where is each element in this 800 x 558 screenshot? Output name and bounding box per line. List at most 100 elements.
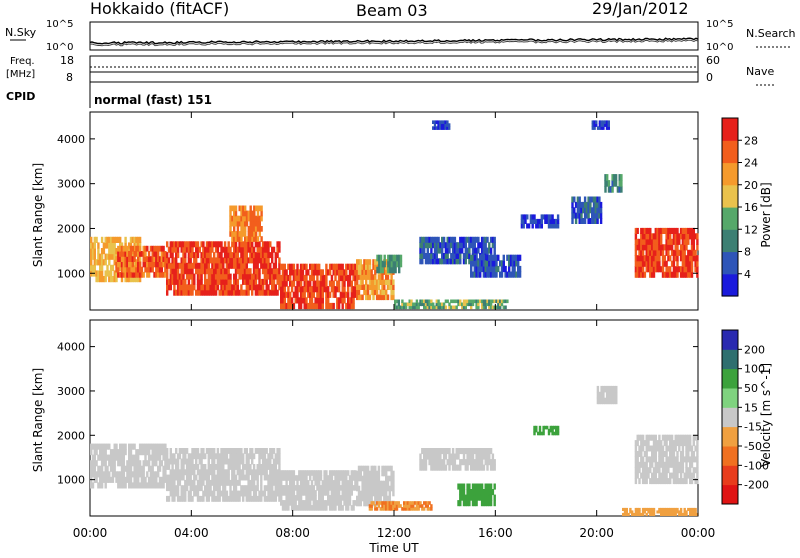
range-gate-cell (430, 459, 433, 466)
range-gate-cell (678, 467, 681, 474)
range-gate-cell (213, 284, 216, 291)
range-gate-cell (298, 297, 301, 304)
range-gate-cell (205, 485, 209, 492)
range-gate-cell (385, 294, 388, 301)
range-gate-cell (600, 385, 603, 393)
range-gate-cell (413, 302, 417, 307)
range-gate-cell (471, 464, 475, 471)
range-gate-cell (247, 241, 250, 248)
range-gate-cell (314, 286, 317, 293)
range-gate-cell (649, 249, 652, 256)
range-gate-cell (153, 460, 156, 467)
range-gate-cell (218, 474, 221, 481)
range-gate-cell (392, 470, 395, 477)
range-gate-cell (111, 460, 115, 467)
range-gate-cell (204, 262, 207, 269)
range-gate-cell (314, 475, 317, 481)
range-gate-cell (341, 263, 344, 270)
range-gate-cell (683, 512, 686, 516)
range-gate-cell (312, 475, 315, 481)
range-gate-cell (672, 478, 676, 485)
range-gate-cell (471, 448, 475, 455)
range-gate-cell (195, 464, 198, 470)
range-gate-cell (348, 490, 352, 496)
range-gate-cell (309, 291, 312, 298)
range-gate-cell (381, 485, 384, 492)
range-gate-cell (477, 305, 480, 310)
range-gate-cell (222, 458, 225, 465)
range-gate-cell (665, 461, 668, 468)
range-gate-cell (225, 273, 229, 280)
range-gate-cell (678, 434, 681, 441)
range-gate-cell (184, 485, 187, 492)
range-gate-cell (274, 289, 277, 296)
range-gate-cell (359, 294, 362, 301)
range-gate-cell (196, 469, 200, 476)
range-gate-cell (319, 280, 323, 287)
range-gate-cell (276, 273, 279, 280)
range-gate-cell (343, 475, 346, 481)
range-gate-cell (654, 445, 657, 452)
range-gate-cell (213, 252, 216, 259)
range-gate-cell (394, 266, 397, 274)
range-gate-cell (312, 500, 315, 506)
range-gate-cell (146, 245, 149, 252)
range-gate-cell (298, 500, 301, 506)
range-gate-cell (193, 252, 196, 259)
range-gate-cell (383, 501, 386, 505)
range-gate-cell (489, 459, 493, 466)
range-gate-cell (178, 284, 182, 291)
range-gate-cell (404, 501, 408, 505)
range-gate-cell (343, 485, 346, 491)
range-gate-cell (421, 504, 424, 508)
range-gate-cell (670, 271, 674, 278)
range-gate-cell (227, 246, 230, 253)
range-gate-cell (131, 471, 134, 478)
range-gate-cell (359, 284, 362, 290)
range-gate-cell (652, 249, 656, 256)
range-gate-cell (263, 262, 267, 269)
range-gate-cell (312, 470, 315, 476)
range-gate-cell (499, 302, 502, 307)
range-gate-cell (470, 459, 473, 466)
range-gate-cell (316, 470, 319, 476)
range-gate-cell (606, 180, 609, 187)
range-gate-cell (301, 480, 305, 486)
range-gate-cell (249, 479, 252, 486)
range-gate-cell (253, 236, 256, 242)
range-gate-cell (451, 242, 455, 249)
range-gate-cell (100, 482, 104, 489)
range-gate-cell (661, 510, 665, 514)
range-gate-cell (305, 475, 308, 481)
range-gate-cell (482, 236, 486, 243)
range-gate-cell (182, 278, 185, 285)
range-gate-cell (470, 302, 473, 307)
range-gate-cell (305, 274, 308, 282)
range-gate-cell (128, 256, 131, 262)
range-gate-cell (155, 266, 158, 273)
range-gate-cell (643, 478, 647, 485)
range-gate-cell (202, 495, 205, 502)
range-gate-cell (278, 448, 281, 454)
range-gate-cell (674, 456, 677, 463)
range-gate-cell (233, 273, 236, 280)
range-gate-cell (327, 286, 330, 293)
range-gate-cell (587, 212, 590, 219)
range-gate-cell (383, 289, 386, 296)
range-gate-cell (128, 454, 131, 461)
range-gate-cell (261, 469, 265, 476)
range-gate-cell (261, 464, 265, 470)
range-gate-cell (261, 241, 265, 248)
range-gate-cell (625, 512, 628, 516)
range-gate-cell (428, 236, 431, 243)
range-gate-cell (207, 479, 210, 486)
range-gate-cell (388, 507, 391, 511)
range-gate-cell (687, 238, 690, 245)
range-gate-cell (374, 289, 377, 296)
range-gate-cell (195, 241, 198, 248)
range-gate-cell (303, 280, 306, 287)
range-gate-cell (399, 260, 403, 268)
range-gate-cell (383, 284, 386, 290)
range-gate-cell (283, 485, 286, 491)
range-gate-cell (372, 470, 375, 477)
